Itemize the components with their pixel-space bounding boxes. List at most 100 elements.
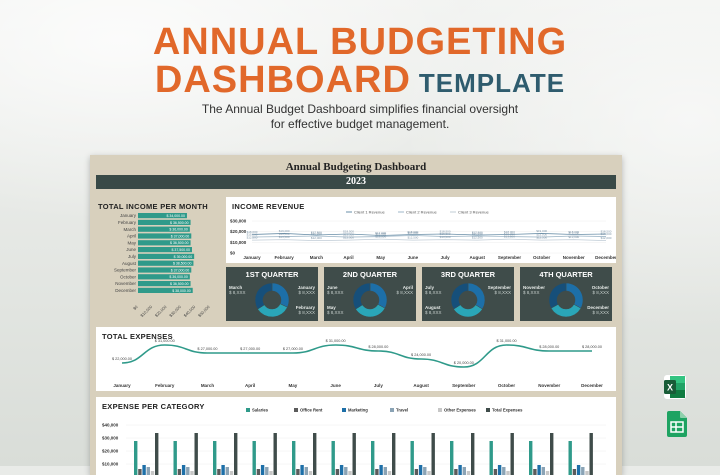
category-bar	[348, 471, 352, 475]
revenue-x-tick: July	[441, 255, 451, 260]
revenue-point-label: $12,000	[311, 236, 322, 240]
category-bar	[450, 441, 454, 475]
category-bar	[572, 469, 577, 475]
revenue-point-label: $13,000	[279, 235, 290, 239]
category-bar	[568, 441, 572, 475]
income-revenue-chart: Client 1 Revenue Client 2 Revenue Client 3…	[230, 210, 616, 261]
category-bar	[493, 469, 498, 475]
category-bar	[331, 441, 335, 475]
revenue-point-label: $15,500	[247, 233, 258, 237]
income-axis-tick: $0	[132, 304, 139, 311]
category-bar	[423, 467, 427, 475]
revenue-x-tick: October	[533, 255, 551, 260]
revenue-x-tick: June	[408, 255, 419, 260]
category-bar	[414, 469, 419, 475]
quarter-label: May $ 8,XXX	[327, 305, 344, 315]
category-bar	[304, 467, 308, 475]
income-axis-tick: $50,000	[197, 304, 211, 318]
hero-title-dashboard: DASHBOARD	[154, 59, 411, 101]
category-y-tick: $30,000	[102, 436, 119, 441]
income-month-label: June	[126, 247, 136, 252]
excel-icon[interactable]: X	[664, 375, 686, 399]
income-bar	[138, 281, 191, 287]
total-expenses-title: TOTAL EXPENSES	[102, 332, 173, 341]
revenue-point-label: $17,000	[375, 231, 386, 235]
quarter-label: June $ 8,XXX	[327, 285, 344, 295]
income-revenue-panel: INCOME REVENUE Client 1 Revenue Client 2 …	[226, 197, 616, 263]
revenue-point-label: $16,000	[601, 232, 612, 236]
category-bar	[146, 467, 150, 475]
category-bar	[229, 471, 234, 475]
quarter-donut-chart	[352, 282, 388, 318]
revenue-x-tick: December	[595, 255, 616, 260]
category-bar	[300, 465, 304, 475]
income-bar	[138, 247, 192, 253]
category-bar	[427, 471, 431, 475]
hero-subtitle-line2: for effective budget management.	[270, 117, 450, 131]
revenue-point-label: $18,000	[504, 230, 515, 234]
category-bar	[335, 469, 340, 475]
category-bar	[256, 469, 261, 475]
income-month-label: October	[120, 274, 137, 279]
category-bar	[545, 471, 550, 475]
income-bar	[138, 253, 195, 259]
expenses-x-tick: June	[330, 383, 341, 388]
income-bar	[138, 274, 190, 280]
donut-slice	[450, 282, 469, 310]
category-bar	[533, 469, 537, 475]
category-bar	[134, 441, 138, 475]
category-bar	[502, 467, 506, 475]
income-bar-label: $ 37,000.00	[171, 234, 190, 238]
income-per-month-panel: TOTAL INCOME PER MONTH January $ 34,000.0…	[96, 197, 220, 321]
category-bar	[375, 469, 379, 475]
expenses-x-tick: November	[538, 383, 560, 388]
revenue-point-label: $18,500	[440, 229, 451, 233]
revenue-point-label: $15,500	[343, 233, 354, 237]
revenue-series-line	[251, 238, 607, 242]
income-bar-label: $ 36,500.00	[170, 221, 189, 225]
category-bar	[217, 469, 221, 475]
dashboard-sheet: Annual Budgeting Dashboard 2023 TOTAL IN…	[90, 155, 622, 475]
category-bar	[471, 433, 475, 475]
category-y-tick: $10,000	[102, 462, 119, 467]
category-bar	[489, 441, 493, 475]
revenue-point-label: $13,000	[568, 235, 579, 239]
expenses-x-tick: October	[498, 383, 516, 388]
google-sheets-icon[interactable]	[667, 411, 689, 437]
expenses-x-tick: September	[452, 383, 476, 388]
expenses-x-tick: August	[413, 383, 429, 388]
income-month-label: November	[115, 281, 136, 286]
category-bar	[194, 433, 198, 475]
income-axis-tick: $40,000	[183, 304, 197, 318]
income-month-label: May	[127, 240, 136, 245]
expenses-point-label: $ 28,000.00	[368, 345, 388, 349]
category-bar	[581, 467, 585, 475]
category-legend-label: Travel	[396, 408, 408, 413]
revenue-point-label: $15,500	[536, 233, 547, 237]
revenue-x-tick: November	[563, 255, 585, 260]
total-expenses-chart: $ 22,000.00 January $ 31,000.00 February $ 2…	[112, 339, 603, 388]
revenue-point-label: $18,000	[407, 230, 418, 234]
category-bar	[213, 441, 217, 475]
quarter-card-1: 1ST QUARTER March $ 8,XXX January $ 8,XXX …	[226, 267, 318, 321]
svg-text:X: X	[667, 383, 673, 393]
category-bar	[221, 465, 225, 475]
quarter-label: February $ 8,XXX	[295, 305, 315, 315]
revenue-point-label: $13,000	[440, 235, 451, 239]
expenses-point-label: $ 20,000.00	[454, 361, 474, 365]
expenses-point-label: $ 27,000.00	[240, 347, 260, 351]
expenses-point-label: $ 31,000.00	[326, 339, 346, 343]
expenses-x-tick: January	[113, 383, 131, 388]
category-bar	[177, 469, 182, 475]
revenue-x-tick: May	[376, 255, 385, 260]
category-bar	[589, 433, 593, 475]
income-month-label: August	[122, 261, 137, 266]
expenses-x-tick: July	[374, 383, 384, 388]
quarter-title: 3RD QUARTER	[440, 270, 496, 279]
income-bar-label: $ 34,000.00	[166, 214, 185, 218]
revenue-point-label: $16,500	[568, 232, 579, 236]
income-month-label: January	[120, 213, 137, 218]
income-bar	[138, 287, 193, 293]
category-bar	[142, 465, 146, 475]
quarter-title: 2ND QUARTER	[342, 270, 398, 279]
